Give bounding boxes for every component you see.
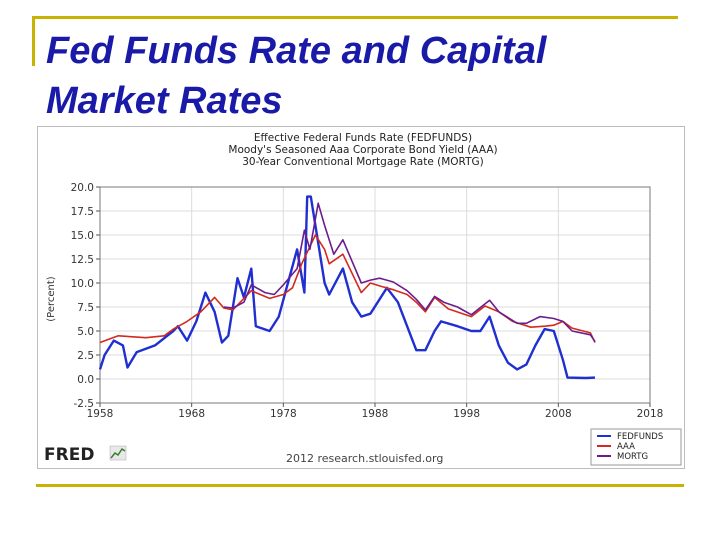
chart-title-line: Effective Federal Funds Rate (FEDFUNDS)	[254, 132, 472, 144]
left-rule	[32, 16, 35, 66]
gridlines	[99, 186, 651, 404]
source-text: 2012 research.stlouisfed.org	[286, 452, 443, 465]
x-tick-label: 1978	[270, 408, 297, 420]
chart-title-group: Effective Federal Funds Rate (FEDFUNDS)M…	[228, 132, 497, 168]
fred-logo: FRED	[44, 445, 127, 465]
y-tick-label: 2.5	[77, 350, 94, 362]
chart-title-line: 30-Year Conventional Mortgage Rate (MORT…	[242, 156, 484, 168]
y-tick-label: 12.5	[71, 254, 94, 266]
logo-text: FRED	[44, 445, 94, 465]
legend-label-mortg: MORTG	[617, 452, 648, 462]
x-tick-label: 2008	[545, 408, 572, 420]
series-group	[98, 195, 596, 380]
slide-title: Fed Funds Rate and Capital Market Rates	[46, 30, 547, 122]
y-tick-label: 20.0	[71, 182, 94, 194]
logo-chart-icon	[109, 445, 127, 461]
legend-label-fedfunds: FEDFUNDS	[617, 432, 663, 442]
y-axis-label: (Percent)	[46, 276, 57, 322]
y-tick-label: 15.0	[71, 230, 94, 242]
y-tick-label: 7.5	[77, 302, 94, 314]
y-tick-label: -2.5	[74, 398, 95, 410]
x-tick-label: 1988	[362, 408, 389, 420]
x-tick-label: 2018	[637, 408, 664, 420]
legend-label-aaa: AAA	[617, 442, 635, 452]
y-axis: -2.5 0.0 2.5 5.0 7.5 10.0 12.5 15.0 17.5 20.0	[71, 182, 100, 410]
x-tick-label: 1968	[178, 408, 205, 420]
series-line-mortg	[223, 202, 596, 343]
x-tick-label: 1958	[87, 408, 114, 420]
series-line-aaa	[99, 234, 596, 344]
y-tick-label: 10.0	[71, 278, 94, 290]
y-tick-label: 5.0	[77, 326, 94, 338]
line-chart: Effective Federal Funds Rate (FEDFUNDS)M…	[44, 132, 682, 466]
chart-title-line: Moody's Seasoned Aaa Corporate Bond Yiel…	[228, 144, 497, 156]
series-line-fedfunds	[98, 195, 596, 380]
x-tick-label: 1998	[453, 408, 480, 420]
top-rule	[32, 16, 678, 19]
logo-chart-icon-line	[110, 447, 126, 459]
y-tick-label: 0.0	[77, 374, 94, 386]
chart-frame: Effective Federal Funds Rate (FEDFUNDS) M…	[37, 126, 685, 469]
x-axis: 1958 1968 1978 1988 1998 2008 2018	[87, 403, 664, 420]
bottom-rule	[36, 484, 684, 487]
y-tick-label: 17.5	[71, 206, 94, 218]
